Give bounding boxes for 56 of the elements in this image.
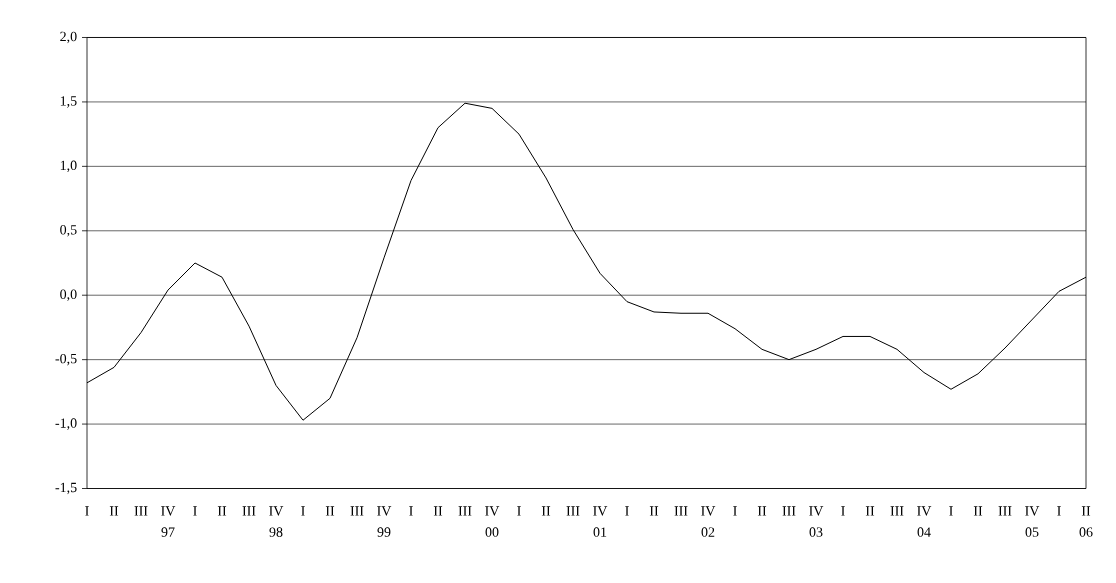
- x-tick-label: IV: [161, 506, 176, 516]
- y-tick-label: -0,5: [55, 353, 77, 366]
- x-tick-label: I: [625, 506, 629, 516]
- x-tick-label: II: [541, 506, 551, 516]
- x-tick-label: IV: [377, 506, 392, 516]
- x-tick-label: II: [973, 506, 983, 516]
- x-tick-label: I: [301, 506, 305, 516]
- text: 04: [917, 527, 931, 537]
- x-tick-label: II: [109, 506, 119, 516]
- text: 02: [701, 527, 715, 537]
- y-tick-label: 0,0: [60, 289, 77, 301]
- x-tick-label: III: [350, 506, 364, 516]
- x-tick-label: I: [193, 506, 197, 516]
- y-tick-label: 1,5: [60, 96, 77, 108]
- x-tick-label: II: [1081, 506, 1091, 516]
- x-tick-label: II: [217, 506, 227, 516]
- x-tick-label: IV: [809, 506, 824, 516]
- x-tick-label: I: [841, 506, 845, 516]
- x-tick-label: III: [134, 506, 148, 516]
- x-tick-label: III: [242, 506, 256, 516]
- y-tick-label: -1,5: [55, 482, 77, 495]
- x-tick-label: IV: [269, 506, 284, 516]
- x-tick-label: II: [433, 506, 443, 516]
- x-tick-label: I: [85, 506, 89, 516]
- text: 97: [161, 527, 175, 537]
- y-tick-label: -1,0: [55, 418, 77, 430]
- text: 98: [269, 527, 283, 537]
- x-tick-label: II: [649, 506, 659, 516]
- x-tick-label: III: [458, 506, 472, 516]
- x-tick-label: II: [325, 506, 335, 516]
- x-tick-label: II: [757, 506, 767, 516]
- text: 99: [377, 527, 391, 537]
- x-tick-label: I: [949, 506, 953, 516]
- x-tick-label: III: [998, 506, 1012, 516]
- y-tick-label: 1,0: [60, 160, 77, 173]
- text: 01: [593, 527, 607, 537]
- x-tick-label: I: [517, 506, 521, 516]
- text: 06: [1079, 527, 1093, 537]
- y-tick-label: 2,0: [60, 31, 77, 44]
- y-tick-label: 0,5: [60, 225, 77, 237]
- x-tick-label: I: [409, 506, 413, 516]
- x-tick-label: III: [674, 506, 688, 516]
- x-tick-label: III: [782, 506, 796, 516]
- x-tick-label: IV: [1025, 506, 1040, 516]
- text: 00: [485, 527, 499, 537]
- text: 03: [809, 527, 823, 537]
- text: 05: [1025, 527, 1039, 537]
- x-tick-label: I: [1057, 506, 1061, 516]
- x-tick-label: IV: [593, 506, 608, 516]
- x-tick-label: I: [733, 506, 737, 516]
- x-tick-label: IV: [917, 506, 932, 516]
- x-tick-label: IV: [701, 506, 716, 516]
- x-tick-label: IV: [485, 506, 500, 516]
- x-tick-label: II: [865, 506, 875, 516]
- x-tick-label: III: [890, 506, 904, 516]
- x-tick-label: III: [566, 506, 580, 516]
